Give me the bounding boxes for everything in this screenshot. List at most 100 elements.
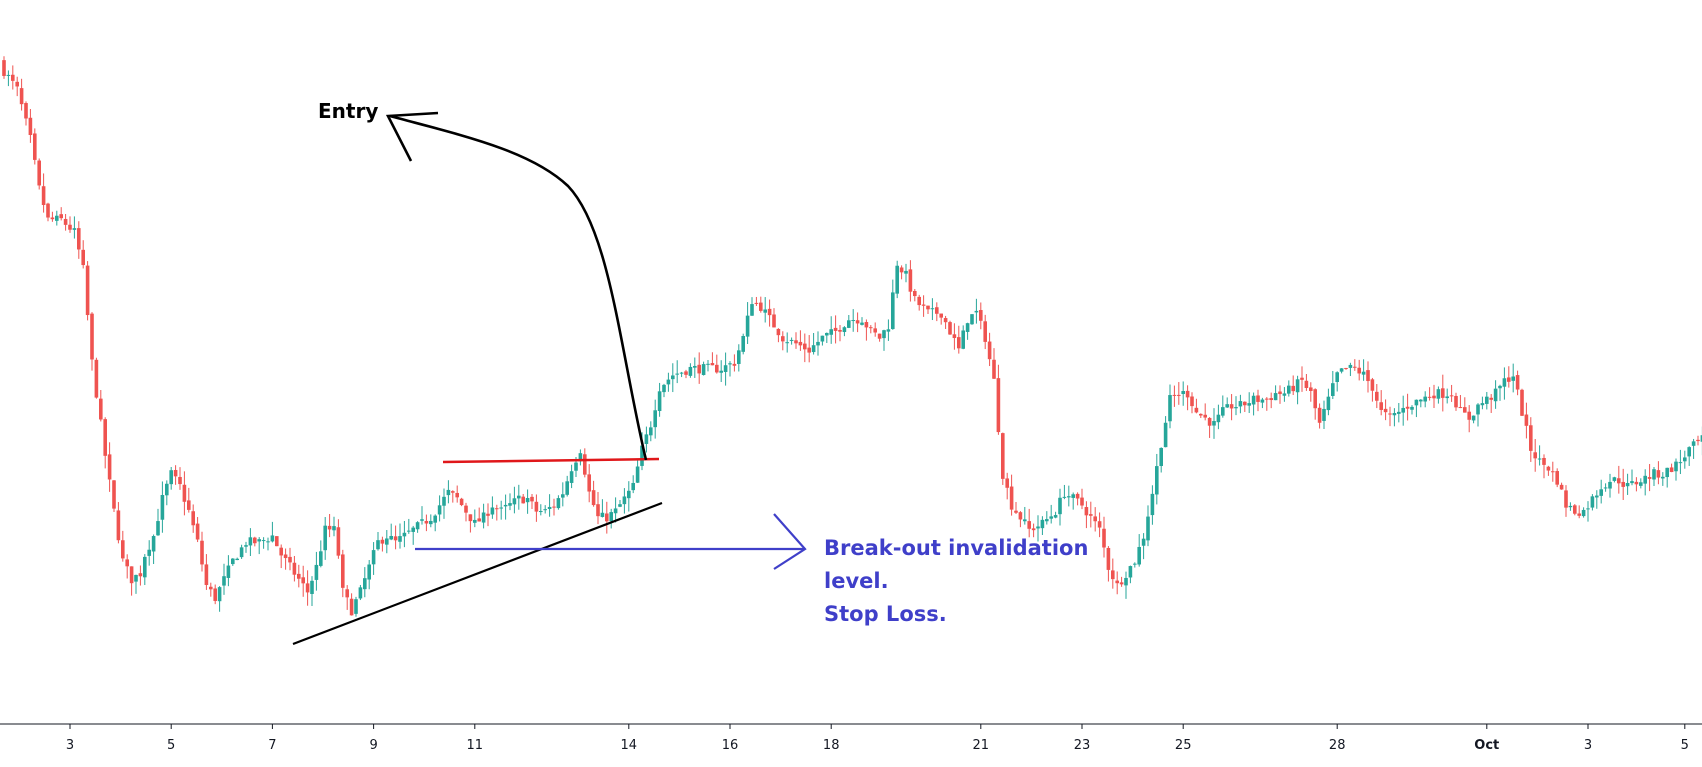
candle	[556, 495, 561, 510]
candle-body	[569, 471, 574, 483]
candle-body	[776, 328, 781, 336]
candle-body	[455, 492, 459, 498]
candle-body	[266, 541, 270, 543]
candle	[587, 464, 591, 503]
candle-body	[33, 133, 37, 160]
candle	[1537, 445, 1542, 466]
candle	[222, 563, 226, 595]
candle	[1471, 415, 1476, 424]
candle	[178, 467, 182, 490]
candle-body	[354, 599, 358, 614]
candle	[2, 56, 6, 79]
candle-body	[1207, 417, 1212, 426]
candle	[1212, 408, 1216, 439]
candle	[1353, 359, 1357, 371]
candle-body	[913, 290, 917, 297]
candle-body	[622, 496, 627, 505]
candle	[1339, 368, 1344, 374]
candle	[644, 426, 649, 453]
candle-body	[305, 583, 310, 593]
candle	[1612, 476, 1617, 483]
candle-body	[15, 81, 19, 87]
candle-body	[1515, 375, 1520, 390]
candle-body	[165, 483, 169, 496]
candle	[68, 216, 72, 233]
candle-body	[737, 350, 741, 364]
candle-body	[1256, 395, 1260, 402]
candle	[957, 325, 961, 354]
candle-body	[1383, 408, 1388, 413]
candle-body	[72, 228, 77, 230]
candle-body	[121, 540, 125, 559]
candle	[1018, 511, 1023, 528]
candle-body	[1542, 457, 1546, 465]
candle-body	[1691, 441, 1696, 446]
candle-body	[385, 538, 389, 545]
candle	[534, 494, 539, 522]
candle-body	[182, 484, 187, 502]
candle-body	[1190, 396, 1194, 407]
candle	[1485, 391, 1489, 410]
candle	[666, 372, 671, 392]
candle-body	[1115, 580, 1119, 584]
candle-body	[1537, 458, 1542, 460]
candle-body	[279, 547, 283, 556]
candle-body	[1344, 367, 1348, 369]
candle	[1546, 465, 1551, 476]
candle-body	[1172, 394, 1177, 396]
candle	[85, 261, 90, 321]
candle	[1498, 384, 1502, 401]
candle-body	[1595, 495, 1599, 498]
candle-body	[521, 496, 525, 504]
candle-body	[292, 562, 297, 575]
candle	[209, 582, 213, 597]
candle	[50, 211, 55, 222]
candle	[539, 504, 543, 516]
candle	[420, 506, 424, 525]
entry-arrow-head	[385, 111, 439, 162]
candle-body	[1696, 439, 1700, 442]
candle	[1656, 461, 1661, 485]
candle-body	[701, 364, 706, 376]
candle	[1023, 506, 1027, 525]
candle	[781, 331, 785, 351]
candle	[125, 554, 129, 579]
candle-body	[649, 427, 653, 436]
candle	[398, 523, 402, 549]
candle	[649, 421, 653, 442]
candle-body	[666, 379, 671, 385]
candle-body	[50, 217, 55, 220]
candle	[1181, 381, 1185, 406]
candle	[1137, 534, 1141, 567]
candle	[1185, 385, 1190, 411]
candle-body	[1243, 401, 1247, 406]
candle-body	[1678, 462, 1683, 464]
candle-body	[1089, 514, 1093, 516]
candle	[385, 530, 389, 554]
candle-body	[653, 410, 657, 428]
candle	[143, 554, 147, 586]
candle-body	[517, 495, 521, 499]
x-tick-label: 3	[66, 738, 74, 753]
candle-body	[138, 573, 143, 577]
candle-body	[11, 74, 15, 81]
candle	[1106, 546, 1111, 582]
candle-body	[697, 364, 701, 374]
candle-body	[24, 103, 28, 119]
candle	[1229, 394, 1234, 421]
candle	[503, 494, 508, 520]
candle	[833, 315, 838, 344]
candle	[930, 298, 935, 321]
invalidation-label-line-2: level.	[824, 569, 889, 593]
candle-body	[1075, 493, 1080, 499]
candle-body	[1599, 489, 1603, 496]
candle-body	[1146, 516, 1150, 541]
candle-body	[574, 462, 578, 471]
candle	[943, 315, 948, 329]
candle	[116, 502, 121, 544]
candle	[710, 352, 715, 366]
candle	[1317, 403, 1322, 429]
candle-body	[275, 536, 279, 547]
candle-body	[635, 466, 640, 483]
candle	[217, 586, 222, 612]
